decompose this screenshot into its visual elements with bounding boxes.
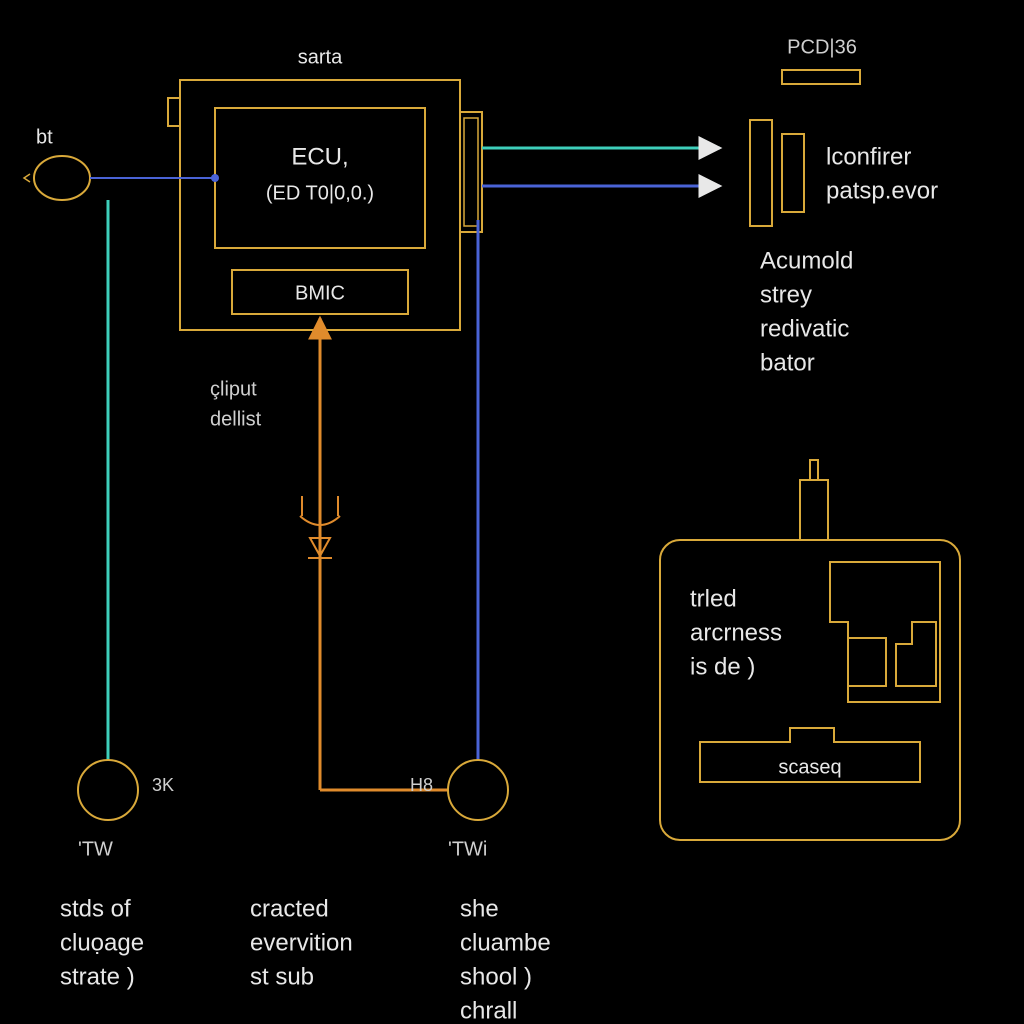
svg-text:strey: strey [760, 281, 812, 308]
tw-left-label: 'TW [78, 838, 113, 860]
svg-text:evervition: evervition [250, 929, 353, 956]
tw-right-label: 'TWi [448, 838, 487, 860]
svg-text:st sub: st sub [250, 963, 314, 990]
svg-text:cluọage: cluọage [60, 929, 144, 956]
pcdb-label: PCD|36 [787, 36, 857, 58]
svg-text:strate ): strate ) [60, 963, 135, 990]
col1-line1: stds of [60, 895, 131, 922]
patspevor-label: patsp.evor [826, 177, 938, 204]
bt-label: bt [36, 126, 53, 148]
connector-tall [750, 120, 772, 226]
dellist-label: dellist [210, 408, 262, 430]
ecu-inner [215, 108, 425, 248]
node-right [448, 760, 508, 820]
scaseq-label: scaseq [778, 756, 841, 778]
svg-text:cluambe: cluambe [460, 929, 551, 956]
acumold-label: Acumold [760, 247, 853, 274]
svg-text:redivatic: redivatic [760, 315, 849, 342]
node-h8-label: H8 [410, 775, 433, 795]
schematic-diagram: ECU, (ED T0|0,0.) BMIC sarta bt PCD|36 lconfir… [0, 0, 1024, 1024]
trled-label: trled [690, 585, 737, 612]
ecu-label-1: ECU, [291, 143, 348, 170]
svg-text:chrall: chrall [460, 997, 517, 1024]
lconfirer-label: lconfirer [826, 143, 911, 170]
col2-line1: cracted [250, 895, 329, 922]
connector-short [782, 134, 804, 212]
svg-text:bator: bator [760, 349, 815, 376]
node-3k-label: 3K [152, 775, 174, 795]
cliput-label: çliput [210, 378, 257, 400]
ecu-label-2: (ED T0|0,0.) [266, 182, 374, 204]
col3-line1: she [460, 895, 499, 922]
svg-text:shool ): shool ) [460, 963, 532, 990]
svg-text:is de ): is de ) [690, 653, 755, 680]
svg-text:arcrness: arcrness [690, 619, 782, 646]
bt-node [34, 156, 90, 200]
sarta-label: sarta [298, 46, 343, 68]
bmic-label: BMIC [295, 282, 345, 304]
node-left [78, 760, 138, 820]
